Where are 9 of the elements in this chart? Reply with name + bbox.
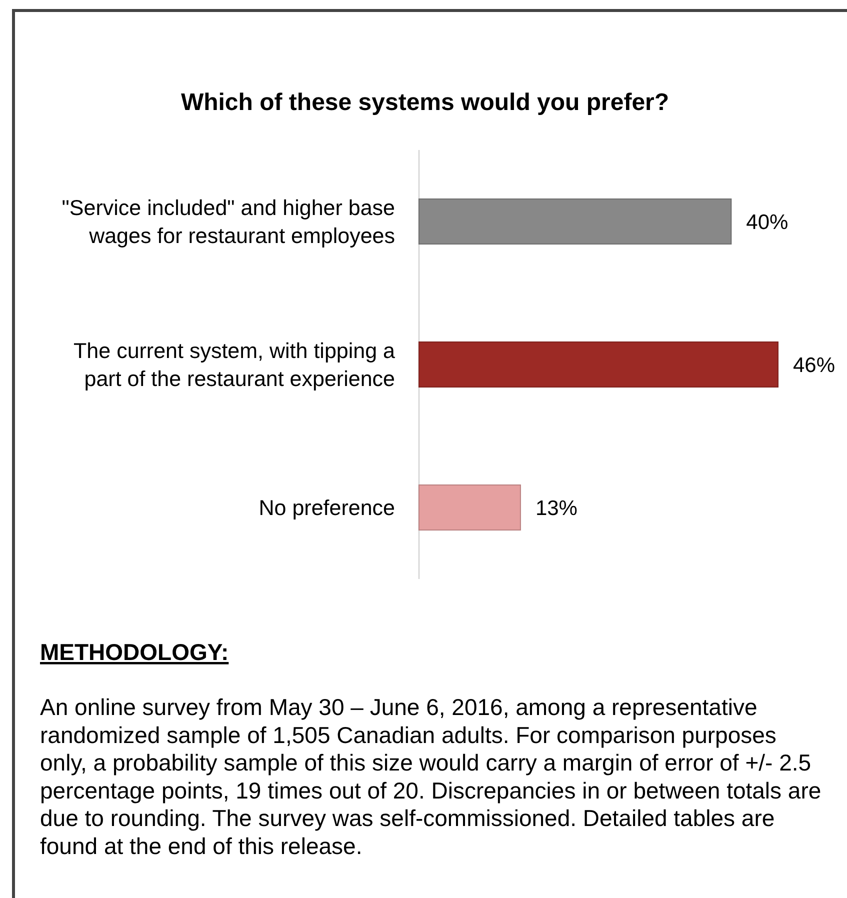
text: METHODOLOGY: [40,639,229,665]
data-label: 40% [746,210,788,234]
data-label: 13% [535,496,578,520]
data-label: 46% [793,354,836,377]
y-tick-label: No preference [258,496,395,520]
text: An online survey from May 30 – June 6, 2016, among a representative randomized sample of 1,505 Canadian adults. For comparison purposes only, a probability sample of this size would carry a margin of error of +/- 2.5 percentage points, 19 times out of 20. Discrepancies in or between totals are due to rounding. The survey was self-commissioned. Detailed tables are found at the end of this release. [40,694,822,859]
y-tick-label: "Service included" and higher base wages for restaurant employees [62,196,395,248]
chart-title: Which of these systems would you prefer? [180,89,670,116]
y-tick-label: The current system, with tipping a part of the restaurant experience [74,339,396,392]
